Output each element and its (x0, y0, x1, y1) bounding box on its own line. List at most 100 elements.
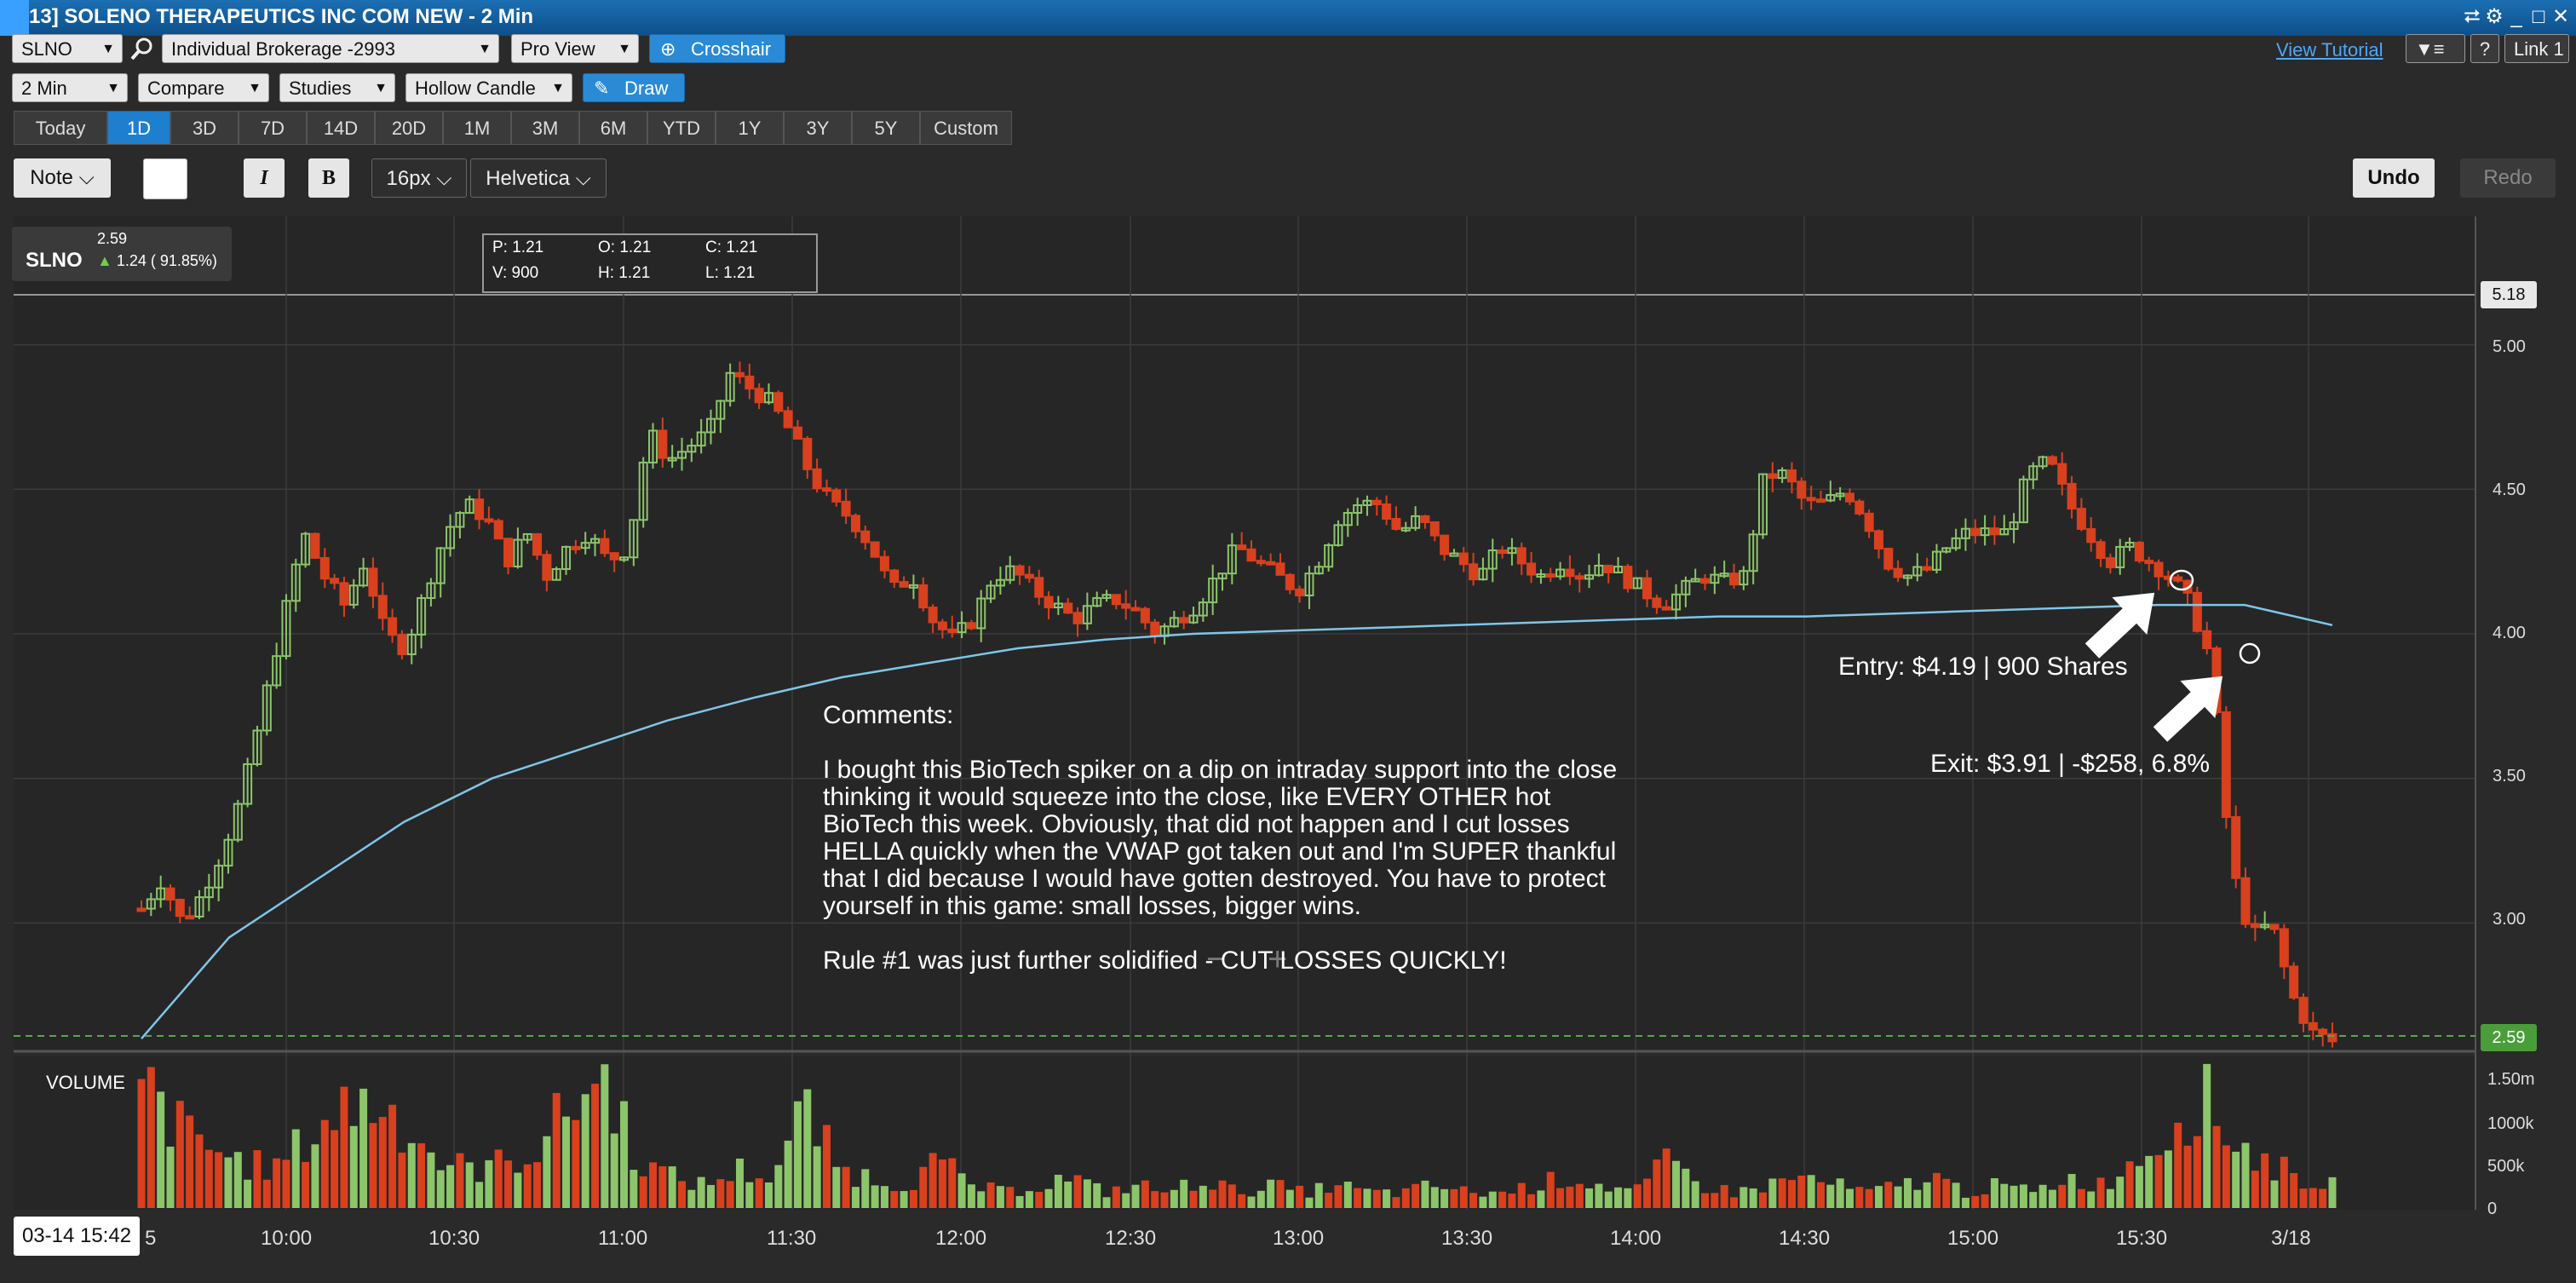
volume-bar (1276, 1180, 1285, 1208)
entry-annotation[interactable]: Entry: $4.19 | 900 Shares (1838, 653, 2128, 681)
range-button-20d[interactable]: 20D (375, 111, 443, 145)
range-button-3m[interactable]: 3M (511, 111, 579, 145)
view-select[interactable]: Pro View ▼ (511, 34, 639, 63)
menu-button[interactable]: ▼≡ (2406, 34, 2465, 63)
entry-circle (2169, 569, 2194, 591)
candle-body (435, 547, 446, 584)
range-button-custom[interactable]: Custom (920, 111, 1012, 145)
account-select[interactable]: Individual Brokerage -2993 ▼ (162, 34, 499, 63)
range-button-3y[interactable]: 3Y (784, 111, 852, 145)
time-tick: 14:30 (1779, 1227, 1831, 1250)
volume-bar (716, 1179, 725, 1208)
volume-bar (2309, 1188, 2317, 1208)
font-family-select[interactable]: Helvetica ⌵ (470, 158, 607, 198)
range-button-6m[interactable]: 6M (579, 111, 647, 145)
volume-bar (2241, 1142, 2250, 1208)
volume-bar (1334, 1185, 1343, 1208)
volume-bar (1672, 1160, 1681, 1208)
italic-button[interactable]: I (244, 158, 285, 198)
range-button-14d[interactable]: 14D (307, 111, 375, 145)
range-button-7d[interactable]: 7D (239, 111, 307, 145)
volume-bar (1874, 1186, 1883, 1208)
volume-bar (2125, 1161, 2134, 1208)
volume-bar (340, 1086, 348, 1208)
interval-select[interactable]: 2 Min ▼ (12, 73, 128, 102)
volume-bar (2328, 1177, 2337, 1208)
volume-tick: 1000k (2487, 1114, 2534, 1133)
chevron-down-icon: ▼ (478, 42, 492, 56)
candle-body (1111, 594, 1121, 606)
volume-bar (1517, 1182, 1526, 1208)
candle-body (272, 655, 282, 687)
candle-body (175, 899, 185, 918)
candle-body (792, 426, 802, 440)
price-tick: 3.00 (2493, 910, 2526, 929)
studies-select[interactable]: Studies ▼ (279, 73, 395, 102)
candle-body (899, 581, 909, 588)
chevron-down-icon: ▼ (374, 81, 388, 95)
gear-icon[interactable]: ⚙ (2485, 5, 2504, 28)
undo-button[interactable]: Undo (2353, 158, 2435, 198)
candle-body (474, 498, 485, 521)
candle-body (773, 392, 784, 412)
redo-button[interactable]: Redo (2460, 158, 2556, 198)
volume-bar (1372, 1189, 1381, 1208)
candle-body (2115, 545, 2125, 568)
candle-body (446, 526, 456, 549)
range-button-1d[interactable]: 1D (107, 111, 170, 145)
zoom-in-button[interactable]: + (1268, 941, 1288, 978)
font-size-select[interactable]: 16px ⌵ (371, 158, 467, 198)
grid-lines (14, 216, 2476, 1210)
close-icon[interactable]: ✕ (2551, 5, 2570, 28)
candle-body (725, 371, 735, 402)
range-button-today[interactable]: Today (14, 111, 107, 145)
help-button[interactable]: ? (2470, 34, 2499, 63)
volume-bar (378, 1117, 387, 1208)
volume-bar (2077, 1188, 2085, 1208)
maximize-icon[interactable]: □ (2532, 5, 2545, 28)
studies-label: Studies (289, 78, 352, 99)
candle-body (281, 600, 291, 658)
zoom-out-button[interactable]: − (1206, 941, 1227, 978)
draw-button[interactable]: ✎ Draw (583, 73, 685, 102)
volume-bar (1354, 1188, 1362, 1208)
link-icon[interactable]: ⮂ (2464, 5, 2481, 28)
minimize-icon[interactable]: _ (2510, 5, 2522, 28)
candle-body (2125, 541, 2135, 548)
candle-body (821, 487, 831, 492)
candle-body (1150, 621, 1160, 637)
range-button-5y[interactable]: 5Y (852, 111, 920, 145)
volume-bar (2106, 1188, 2114, 1208)
bold-button[interactable]: B (308, 158, 349, 198)
ohlc-p: P: 1.21 (492, 239, 544, 256)
exit-annotation[interactable]: Exit: $3.91 | -$258, 6.8% (1930, 750, 2210, 778)
volume-bar (1383, 1189, 1391, 1208)
volume-bar (822, 1125, 831, 1208)
compare-select[interactable]: Compare ▼ (138, 73, 269, 102)
candle-body (1053, 602, 1063, 609)
note-select[interactable]: Note ⌵ (14, 158, 111, 198)
range-button-ytd[interactable]: YTD (647, 111, 716, 145)
volume-bar (1325, 1193, 1333, 1208)
candle-body (1440, 534, 1450, 555)
volume-bar (1238, 1194, 1246, 1208)
range-button-1y[interactable]: 1Y (716, 111, 784, 145)
volume-bar (735, 1158, 744, 1208)
volume-bar (465, 1162, 474, 1208)
volume-bar (1971, 1195, 1980, 1208)
candle-type-select[interactable]: Hollow Candle ▼ (405, 73, 572, 102)
link-button[interactable]: Link 1 (2504, 34, 2569, 63)
search-icon[interactable] (129, 36, 155, 61)
crosshair-button[interactable]: ⊕ Crosshair (649, 34, 785, 63)
view-tutorial-link[interactable]: View Tutorial (2276, 39, 2383, 60)
range-button-3d[interactable]: 3D (170, 111, 239, 145)
candle-body (204, 886, 214, 899)
symbol-input[interactable]: SLNO ▼ (12, 34, 123, 63)
color-swatch[interactable] (143, 158, 187, 199)
candle-body (1498, 549, 1508, 555)
pencil-icon: ✎ (594, 78, 610, 99)
volume-bar (369, 1123, 377, 1208)
range-button-1m[interactable]: 1M (443, 111, 511, 145)
comments-note[interactable]: Comments: I bought this BioTech spiker o… (823, 702, 1641, 1002)
entry-arrow (2084, 592, 2155, 659)
